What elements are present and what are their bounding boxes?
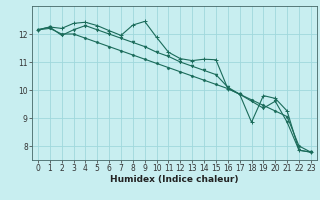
X-axis label: Humidex (Indice chaleur): Humidex (Indice chaleur) — [110, 175, 239, 184]
